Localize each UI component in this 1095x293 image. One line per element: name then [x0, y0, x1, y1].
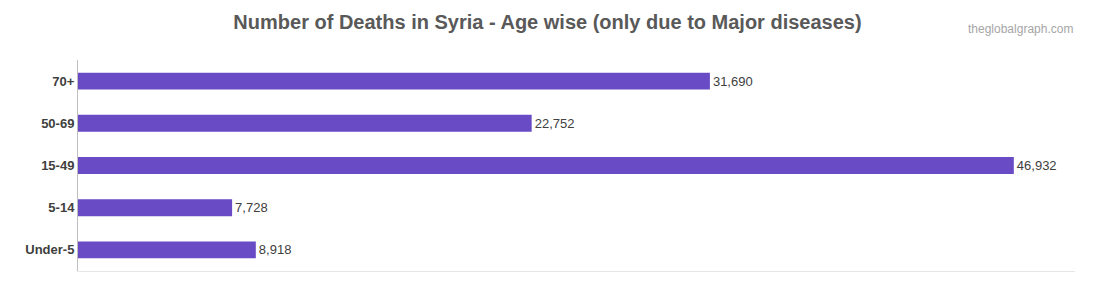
svg-text:46,932: 46,932 [1017, 158, 1057, 173]
svg-text:7,728: 7,728 [235, 200, 268, 215]
svg-text:5-14: 5-14 [48, 200, 75, 215]
svg-text:theglobalgraph.com: theglobalgraph.com [968, 22, 1073, 36]
svg-text:31,690: 31,690 [713, 74, 753, 89]
svg-text:Number of Deaths in Syria - Ag: Number of Deaths in Syria - Age wise (on… [233, 11, 861, 33]
svg-text:70+: 70+ [52, 74, 74, 89]
svg-text:8,918: 8,918 [259, 242, 292, 257]
svg-text:50-69: 50-69 [41, 116, 74, 131]
svg-text:15-49: 15-49 [41, 158, 74, 173]
svg-text:22,752: 22,752 [535, 116, 575, 131]
svg-text:Under-5: Under-5 [25, 242, 74, 257]
